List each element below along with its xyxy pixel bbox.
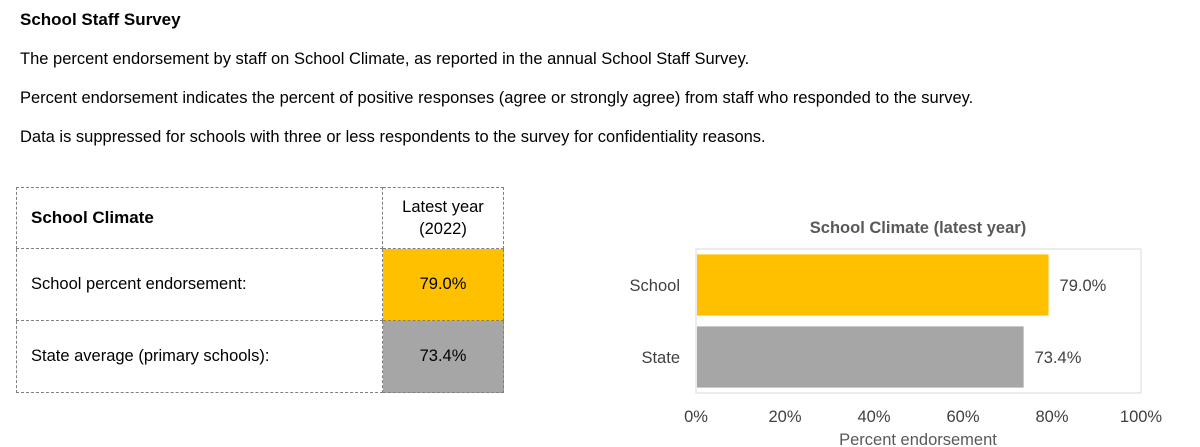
header-year-line2: (2022) <box>419 220 467 238</box>
x-axis-label: Percent endorsement <box>839 431 997 447</box>
x-axis-ticks: 0% 20% 40% 60% 80% 100% <box>684 408 1162 426</box>
school-climate-chart: School Climate (latest year) School 79.0%… <box>630 219 1163 447</box>
bar-school <box>697 254 1049 316</box>
intro-paragraph: The percent endorsement by staff on Scho… <box>20 50 750 68</box>
table-header-year: Latest year (2022) <box>382 187 504 249</box>
school-row-label: School percent endorsement: <box>16 248 383 321</box>
school-row-value: 79.0% <box>382 248 504 321</box>
bar-state <box>697 326 1024 388</box>
bars-group: School 79.0% State 73.4% <box>630 254 1107 388</box>
school-climate-table: School Climate Latest year (2022) School… <box>16 187 504 393</box>
table-row: State average (primary schools): 73.4% <box>16 320 504 393</box>
category-label-state: State <box>641 349 680 367</box>
page-heading: School Staff Survey <box>20 10 181 29</box>
x-tick-label: 20% <box>768 408 801 426</box>
definition-paragraph: Percent endorsement indicates the percen… <box>20 89 974 107</box>
table-header-row: School Climate Latest year (2022) <box>16 187 504 249</box>
header-year-line1: Latest year <box>402 198 484 216</box>
suppression-note: Data is suppressed for schools with thre… <box>20 128 766 146</box>
state-row-value: 73.4% <box>382 320 504 393</box>
state-row-label: State average (primary schools): <box>16 320 383 393</box>
x-tick-label: 60% <box>946 408 979 426</box>
table-row: School percent endorsement: 79.0% <box>16 248 504 321</box>
x-tick-label: 40% <box>857 408 890 426</box>
table-header-label: School Climate <box>16 187 383 249</box>
data-label-school: 79.0% <box>1060 277 1107 295</box>
category-label-school: School <box>630 277 680 295</box>
x-tick-label: 0% <box>684 408 708 426</box>
x-tick-label: 80% <box>1035 408 1068 426</box>
data-label-state: 73.4% <box>1035 349 1082 367</box>
x-tick-label: 100% <box>1120 408 1163 426</box>
chart-title: School Climate (latest year) <box>810 219 1026 237</box>
